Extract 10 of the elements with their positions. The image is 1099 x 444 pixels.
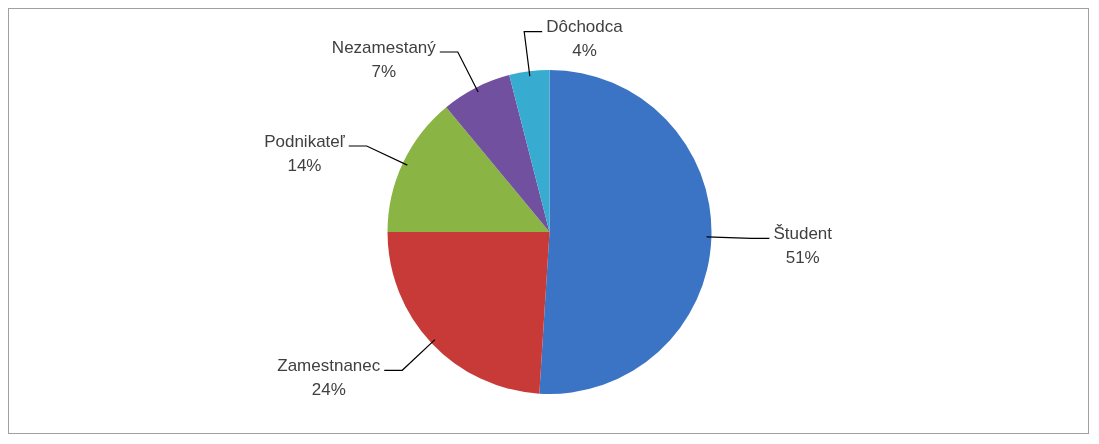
data-label: 51% bbox=[785, 248, 820, 268]
data-label: 4% bbox=[572, 41, 597, 61]
slice-label: Podnikateľ bbox=[264, 131, 346, 151]
data-label: 7% bbox=[371, 61, 397, 81]
slice-label: Študent bbox=[773, 224, 833, 244]
slice-label: Nezamestaný bbox=[331, 37, 437, 57]
slice-label: Dôchodca bbox=[546, 17, 624, 37]
slice-label: Zamestnanec bbox=[277, 355, 381, 375]
data-label: 24% bbox=[311, 379, 346, 399]
data-label: 14% bbox=[287, 155, 322, 175]
